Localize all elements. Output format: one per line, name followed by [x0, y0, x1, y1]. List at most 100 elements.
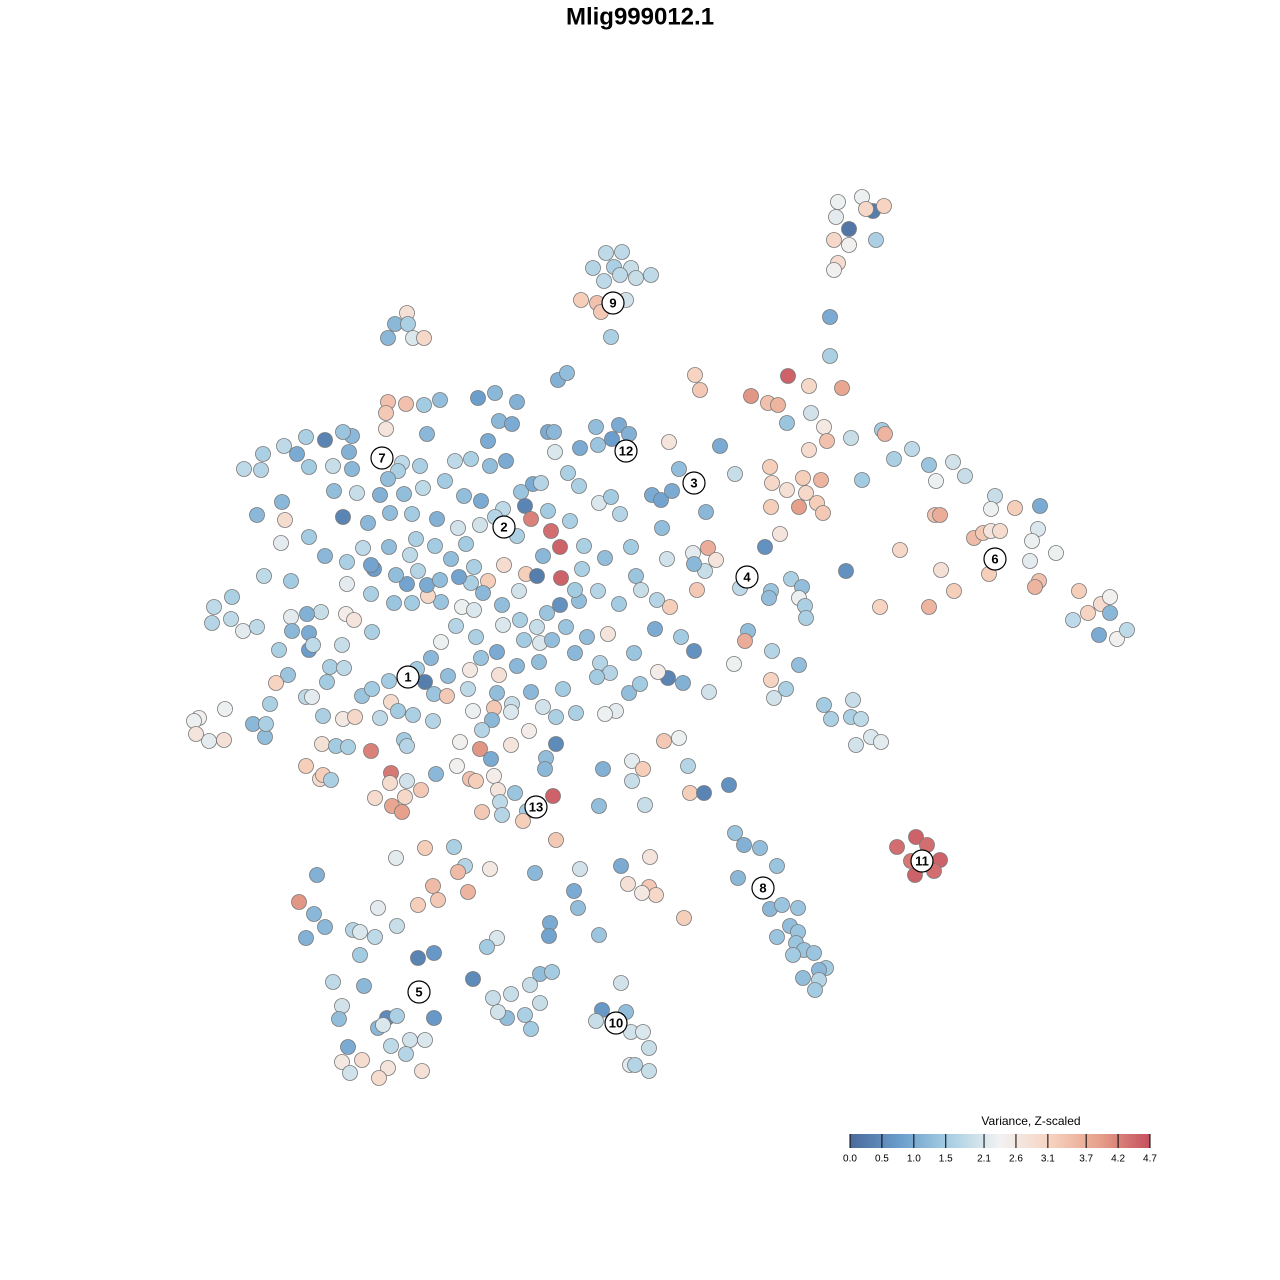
point [201, 733, 217, 749]
point [621, 685, 637, 701]
point [673, 629, 689, 645]
point [370, 900, 386, 916]
point [236, 461, 252, 477]
point [523, 511, 539, 527]
point [380, 471, 396, 487]
point [877, 426, 893, 442]
point [325, 974, 341, 990]
point [546, 424, 562, 440]
point [757, 539, 773, 555]
point [547, 444, 563, 460]
point [472, 517, 488, 533]
point [511, 583, 527, 599]
point [769, 929, 785, 945]
point [363, 557, 379, 573]
point [531, 654, 547, 670]
point [289, 446, 305, 462]
point [492, 794, 508, 810]
point [736, 837, 752, 853]
point [360, 515, 376, 531]
point [623, 539, 639, 555]
point [576, 538, 592, 554]
point [858, 201, 874, 217]
point [341, 444, 357, 460]
point [489, 930, 505, 946]
point [570, 900, 586, 916]
colorbar-tick-label: 0.0 [843, 1154, 857, 1165]
point [319, 674, 335, 690]
point [654, 520, 670, 536]
point [791, 499, 807, 515]
point [309, 867, 325, 883]
point [643, 267, 659, 283]
point [764, 475, 780, 491]
point [816, 419, 832, 435]
point [276, 438, 292, 454]
point [763, 672, 779, 688]
point [612, 506, 628, 522]
point [933, 562, 949, 578]
point [474, 722, 490, 738]
point [830, 194, 846, 210]
point [440, 668, 456, 684]
point [342, 1065, 358, 1081]
point [671, 461, 687, 477]
point [450, 864, 466, 880]
point [390, 703, 406, 719]
point [698, 504, 714, 520]
point [770, 397, 786, 413]
point [588, 419, 604, 435]
point [482, 458, 498, 474]
point [841, 221, 857, 237]
point [595, 761, 611, 777]
point [335, 509, 351, 525]
point [790, 900, 806, 916]
point [613, 975, 629, 991]
cluster-marker [983, 547, 1007, 571]
point [494, 597, 510, 613]
point [428, 766, 444, 782]
point [845, 692, 861, 708]
point [443, 551, 459, 567]
point [367, 929, 383, 945]
point [280, 667, 296, 683]
colorbar-tick-label: 1.0 [907, 1154, 921, 1165]
point [737, 633, 753, 649]
point [317, 432, 333, 448]
cluster-label: 3 [690, 475, 697, 490]
point [904, 441, 920, 457]
point [686, 643, 702, 659]
point [402, 1032, 418, 1048]
point [412, 458, 428, 474]
point [873, 734, 889, 750]
point [479, 939, 495, 955]
point [727, 825, 743, 841]
cluster-label: 5 [415, 984, 422, 999]
point [498, 453, 514, 469]
point [872, 599, 888, 615]
point [762, 459, 778, 475]
point [661, 434, 677, 450]
point [591, 927, 607, 943]
point [689, 582, 705, 598]
point [571, 478, 587, 494]
point [946, 583, 962, 599]
point [634, 885, 650, 901]
point [708, 552, 724, 568]
point [284, 623, 300, 639]
point [539, 605, 555, 621]
point [612, 267, 628, 283]
point [633, 582, 649, 598]
point [283, 609, 299, 625]
cluster-marker [601, 291, 625, 315]
point [430, 892, 446, 908]
point [1109, 631, 1125, 647]
point [483, 751, 499, 767]
point [772, 526, 788, 542]
point [339, 554, 355, 570]
point [523, 1021, 539, 1037]
point [659, 551, 675, 567]
point [363, 586, 379, 602]
point [785, 947, 801, 963]
point [834, 380, 850, 396]
